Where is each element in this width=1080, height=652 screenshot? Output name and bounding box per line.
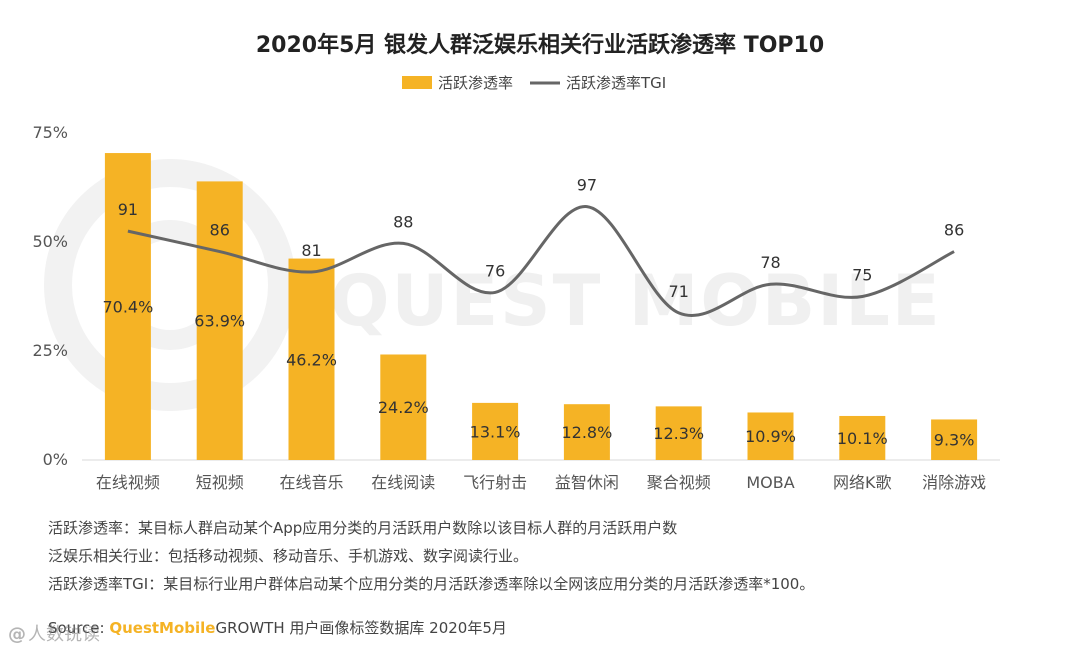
- y-axis: 75% 50% 25% 0%: [32, 123, 68, 469]
- overlay-watermark-text: 人数锐读: [28, 624, 100, 645]
- chart-area: QUEST MOBILE 2020年5月 银发人群泛娱乐相关行业活跃渗透率 TO…: [32, 32, 1000, 492]
- tgi-value-label: 71: [669, 282, 689, 301]
- bar-在线音乐: [288, 258, 335, 460]
- bar-value-label: 9.3%: [934, 431, 975, 450]
- note-tgi-definition: 活跃渗透率TGI：某目标行业用户群体启动某个应用分类的月活跃渗透率除以全网该应用…: [48, 575, 815, 593]
- x-category-label: 益智休闲: [555, 473, 619, 492]
- tgi-value-label: 91: [118, 200, 138, 219]
- bar-飞行射击: [472, 402, 519, 460]
- legend-label-bar: 活跃渗透率: [438, 74, 513, 92]
- bar-value-label: 63.9%: [194, 312, 245, 331]
- x-category-label: 在线音乐: [279, 473, 343, 492]
- note-industry-definition: 泛娱乐相关行业：包括移动视频、移动音乐、手机游戏、数字阅读行业。: [48, 547, 529, 565]
- bar-在线视频: [104, 153, 151, 460]
- x-category-label: 网络K歌: [833, 473, 892, 492]
- bar-value-label: 46.2%: [286, 350, 337, 369]
- source-brand: QuestMobile: [109, 619, 216, 637]
- bars-group: [104, 153, 978, 460]
- bar-网络K歌: [839, 415, 886, 460]
- source-prefix: Source:: [48, 619, 110, 637]
- notes: 活跃渗透率：某目标人群启动某个App应用分类的月活跃用户数除以该目标人群的月活跃…: [48, 514, 1048, 598]
- labels-group: 70.4% 在线视频 63.9% 短视频 46.2% 在线音乐 24.2% 在线阅读 13.1%…: [96, 176, 986, 492]
- source-line: Source: QuestMobileGROWTH 用户画像标签数据库 2020…: [48, 614, 507, 642]
- y-tick-label: 75%: [32, 123, 68, 142]
- x-category-label: 在线阅读: [371, 473, 435, 492]
- tgi-value-label: 75: [852, 266, 872, 285]
- tgi-value-label: 86: [944, 221, 964, 240]
- bar-value-label: 12.8%: [561, 423, 612, 442]
- watermark: QUEST MOBILE: [44, 159, 942, 411]
- tgi-value-label: 78: [760, 253, 780, 272]
- watermark-text: QUEST MOBILE: [330, 260, 942, 342]
- bar-value-label: 24.2%: [378, 398, 429, 417]
- overlay-logo-icon: @: [8, 624, 26, 645]
- legend-label-line: 活跃渗透率TGI: [566, 74, 666, 92]
- note-penetration-definition: 活跃渗透率：某目标人群启动某个App应用分类的月活跃用户数除以该目标人群的月活跃…: [48, 519, 678, 537]
- tgi-value-label: 97: [577, 176, 597, 195]
- y-tick-label: 50%: [32, 232, 68, 251]
- x-category-label: MOBA: [746, 473, 794, 492]
- bar-益智休闲: [563, 404, 610, 460]
- bar-聚合视频: [655, 406, 702, 460]
- x-category-label: 消除游戏: [922, 473, 986, 492]
- bar-value-label: 10.1%: [837, 429, 888, 448]
- bar-MOBA: [747, 412, 794, 460]
- tgi-value-label: 81: [301, 241, 321, 260]
- bar-value-label: 13.1%: [470, 422, 521, 441]
- bar-value-label: 12.3%: [653, 424, 704, 443]
- tgi-line: [127, 205, 955, 317]
- bar-消除游戏: [931, 419, 978, 460]
- tgi-value-label: 76: [485, 261, 505, 280]
- x-category-label: 聚合视频: [647, 473, 711, 492]
- y-tick-label: 25%: [32, 341, 68, 360]
- bar-在线阅读: [380, 354, 427, 460]
- x-category-label: 飞行射击: [463, 473, 527, 492]
- bar-value-label: 10.9%: [745, 427, 796, 446]
- y-tick-label: 0%: [43, 450, 68, 469]
- tgi-value-label: 88: [393, 212, 413, 231]
- legend: 活跃渗透率 活跃渗透率TGI: [402, 74, 666, 92]
- legend-swatch-bar: [402, 76, 432, 89]
- x-category-label: 在线视频: [96, 473, 160, 492]
- tgi-value-label: 86: [210, 221, 230, 240]
- source-suffix: GROWTH 用户画像标签数据库 2020年5月: [215, 619, 507, 637]
- overlay-watermark: @ 人数锐读: [8, 620, 100, 646]
- bar-value-label: 70.4%: [102, 298, 153, 317]
- chart-title: 2020年5月 银发人群泛娱乐相关行业活跃渗透率 TOP10: [256, 32, 824, 58]
- x-category-label: 短视频: [196, 473, 244, 492]
- bar-短视频: [196, 181, 243, 460]
